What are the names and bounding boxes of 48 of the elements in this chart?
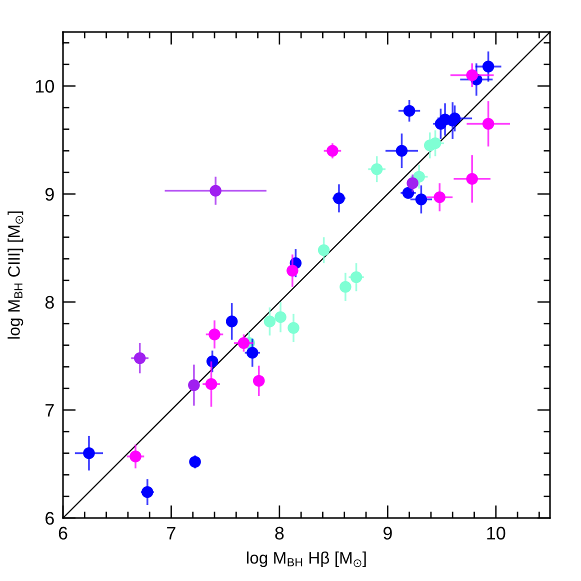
point xyxy=(205,378,218,390)
point xyxy=(396,144,408,157)
point xyxy=(226,316,238,328)
point xyxy=(142,486,154,498)
y-tick-label: 9 xyxy=(45,188,54,201)
point xyxy=(210,184,222,197)
point xyxy=(406,177,418,190)
point xyxy=(415,194,428,206)
point xyxy=(246,346,258,359)
x-tick-label: 10 xyxy=(487,526,506,540)
point xyxy=(370,163,383,176)
point xyxy=(252,374,265,387)
point xyxy=(403,104,416,117)
point xyxy=(466,69,478,82)
point xyxy=(318,244,330,256)
y-axis-title: log M$_{BH}$ CIII] [M$_{⊙}$] xyxy=(8,212,24,339)
y-tick-label: 6 xyxy=(46,512,54,525)
point xyxy=(288,322,300,334)
point xyxy=(340,280,352,293)
point xyxy=(448,112,461,124)
point xyxy=(402,187,414,199)
point xyxy=(134,352,146,364)
point xyxy=(482,60,494,72)
y-tick-label: 8 xyxy=(45,296,54,309)
point xyxy=(429,137,442,150)
point xyxy=(333,192,345,204)
point xyxy=(83,447,95,460)
x-axis-title: log M$_{BH}$ Hβ [M$_{⊙}$] xyxy=(247,552,366,568)
x-tick-label: 6 xyxy=(58,526,68,540)
point xyxy=(434,191,446,204)
point xyxy=(188,379,200,392)
point xyxy=(208,328,220,340)
point xyxy=(274,311,286,324)
y-tick-label: 10 xyxy=(36,80,54,93)
point xyxy=(130,450,142,462)
point xyxy=(286,264,298,277)
point xyxy=(350,271,362,284)
point xyxy=(206,356,218,368)
point xyxy=(264,316,276,328)
y-tick-label: 7 xyxy=(46,404,54,417)
point xyxy=(326,144,338,157)
x-tick-label: 9 xyxy=(383,526,392,540)
point xyxy=(466,172,478,185)
point xyxy=(189,456,201,468)
x-tick-label: 8 xyxy=(275,526,284,540)
x-tick-label: 7 xyxy=(167,526,176,540)
point xyxy=(238,337,250,349)
point xyxy=(482,118,494,130)
